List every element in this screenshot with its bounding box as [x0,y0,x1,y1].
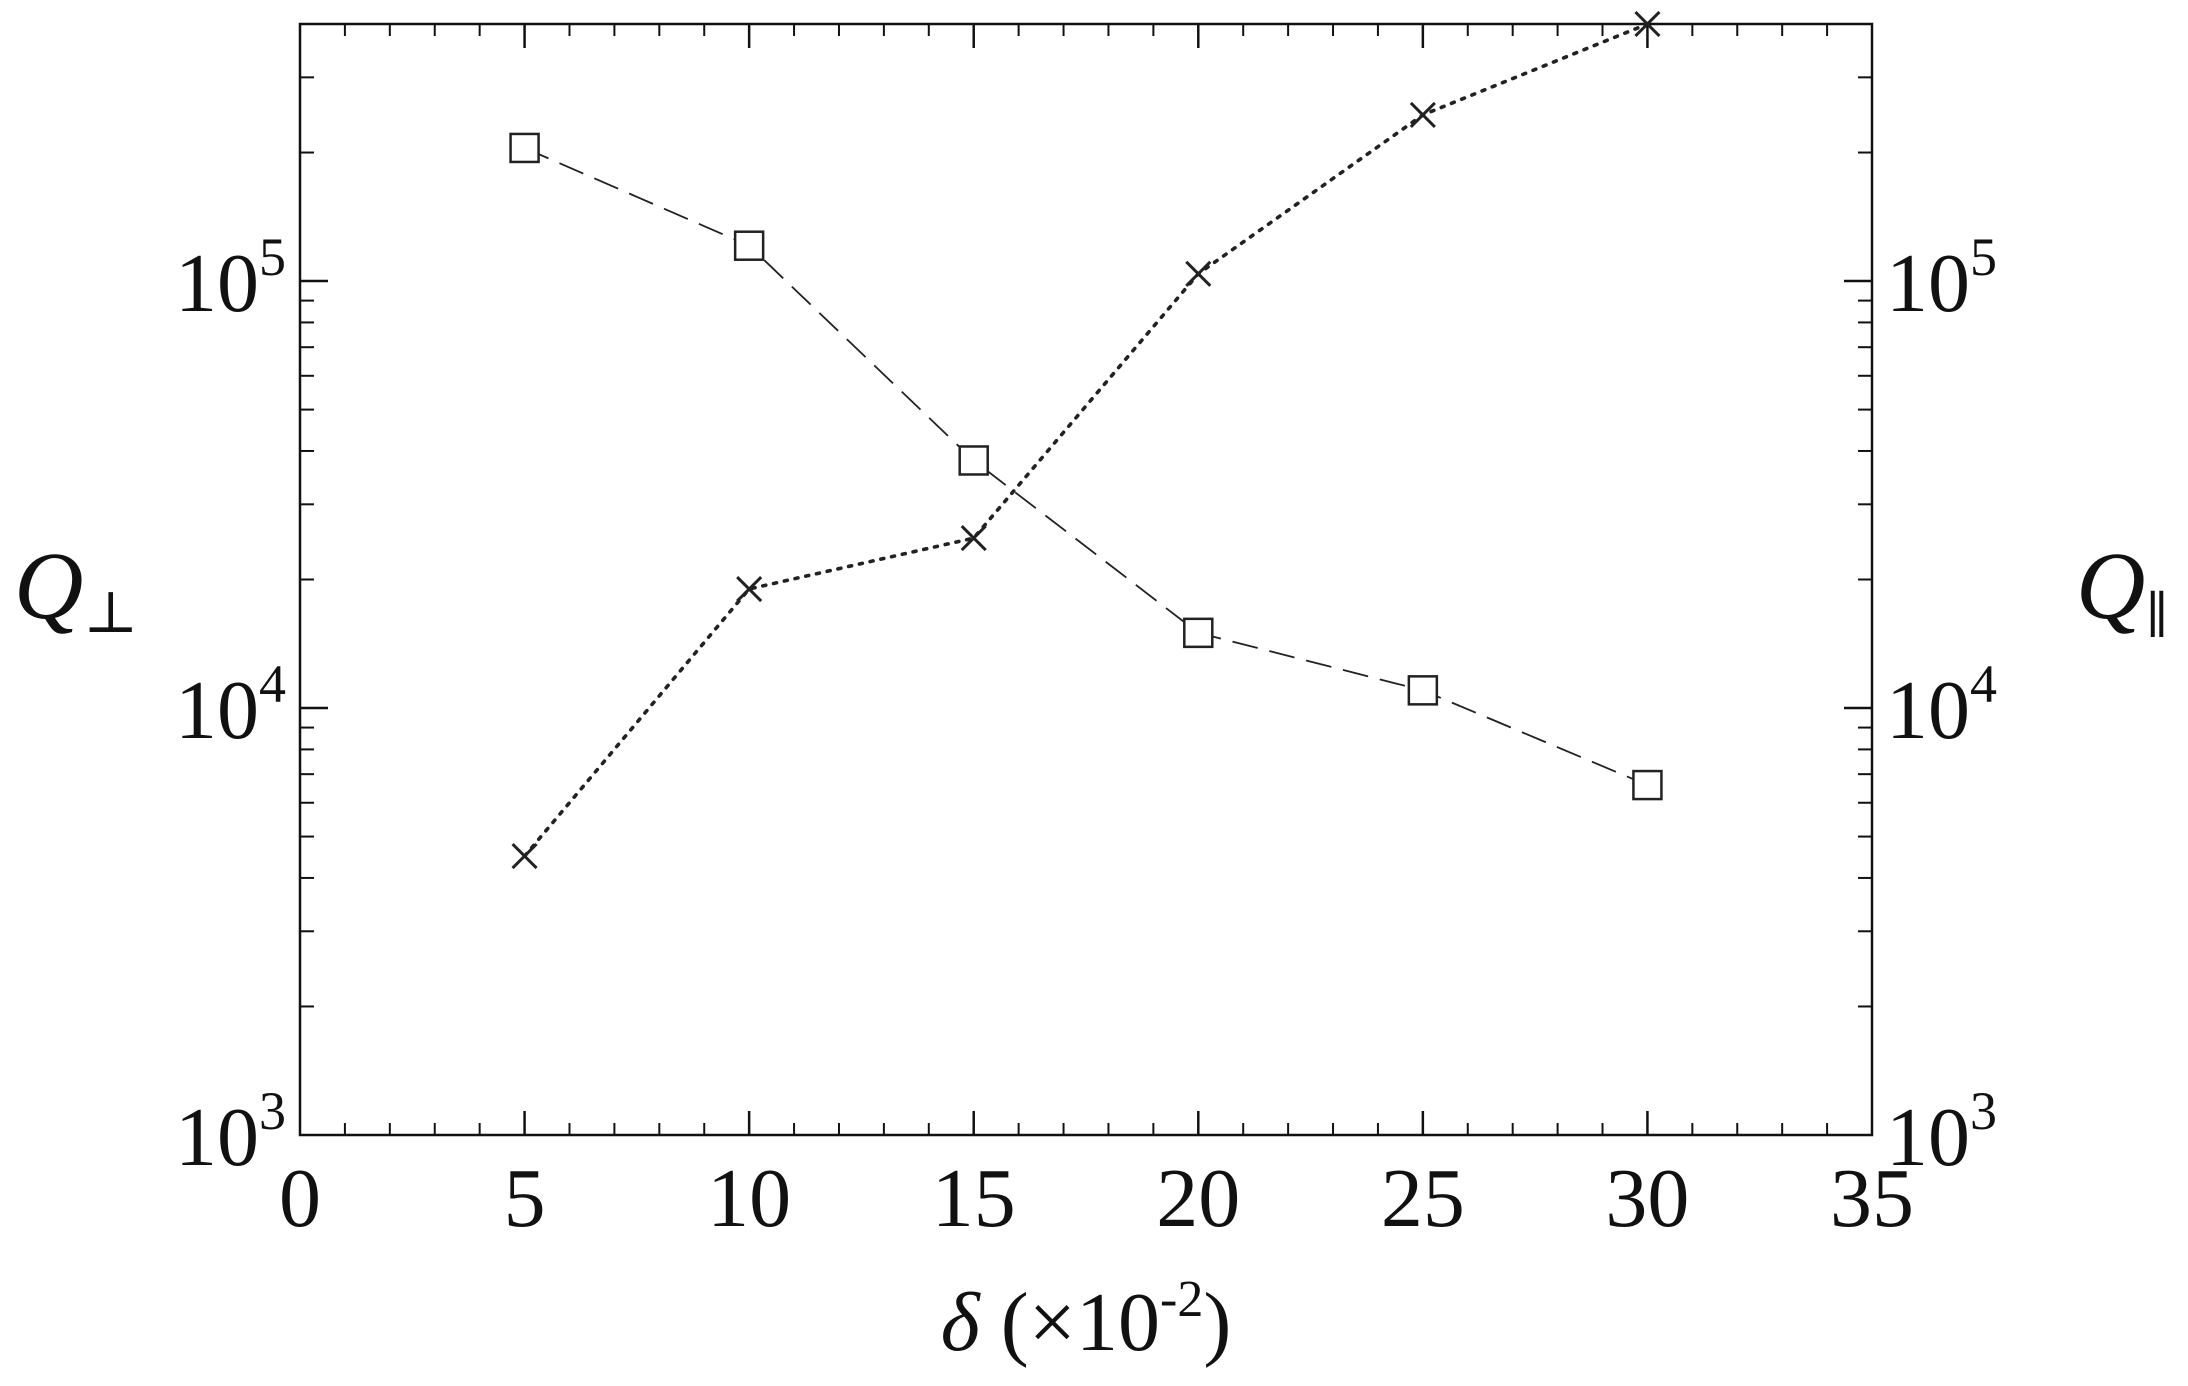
series-1-line [524,147,1648,786]
series-1-point [1407,675,1439,706]
x-tick-label: 35 [1830,1152,1914,1245]
x-tick-label: 30 [1605,1152,1689,1245]
y-left-tick-label: 103 [175,1081,286,1184]
y-right-tick-exponent: 3 [1970,1081,1997,1141]
y-right-tick-exponent: 4 [1970,654,1997,714]
y-axis-label-right-base: Q [2076,532,2145,639]
y-right-tick-label: 103 [1886,1081,1997,1184]
x-tick-label: 5 [504,1152,546,1245]
x-tick-label: 15 [932,1152,1016,1245]
x-marker-stroke [1185,260,1212,287]
y-right-tick-label: 104 [1886,654,1997,757]
series-1-point [1632,769,1663,801]
series-2-point [511,843,538,870]
series-2-line [522,22,1650,858]
x-axis-label: δ (×10-2) [941,1271,1232,1369]
y-left-tick-label: 105 [175,227,286,330]
minor-ticks [300,24,1872,1135]
y-axis-label-left-base: Q [14,532,83,639]
x-marker-stroke [511,843,538,870]
series-2-point [736,575,763,603]
x-axis-label-symbol: δ [941,1276,982,1369]
x-tick-label: 20 [1156,1152,1240,1245]
y-right-tick-base: 10 [1886,1091,1970,1184]
series-1-point [1183,617,1214,649]
y-axis-label-left: Q⊥ [14,532,138,645]
y-left-tick-base: 10 [175,237,259,330]
x-tick-labels: 0 5 10 15 20 25 30 35 [279,1152,1914,1245]
series-2-point [1409,101,1436,128]
y-right-tick-label: 105 [1886,227,1997,330]
x-tick-label: 10 [707,1152,791,1245]
y-left-tick-base: 10 [175,1091,259,1184]
x-axis-label-exponent: -2 [1160,1271,1203,1328]
y-axis-label-right: Q∥ [2076,532,2168,643]
y-left-tick-label: 104 [175,654,286,757]
major-ticks [300,24,1872,1135]
x-tick-label: 25 [1381,1152,1465,1245]
y-left-tick-base: 10 [175,664,259,757]
x-marker-stroke [736,575,763,603]
x-axis-label-text: (×10 [980,1276,1160,1369]
series-layer [509,10,1663,870]
series-2-point [1634,10,1661,38]
x-axis-label-close: ) [1203,1276,1231,1369]
x-marker-stroke [960,525,987,552]
x-marker-stroke [1409,101,1436,128]
series-1-point [958,445,989,476]
series-2-point [1185,260,1212,287]
y-left-tick-exponent: 3 [259,1081,286,1141]
x-tick-label: 0 [279,1152,321,1245]
y-right-tick-base: 10 [1886,237,1970,330]
y-right-tick-exponent: 5 [1970,227,1997,287]
y-left-tick-exponent: 4 [259,654,286,714]
x-marker-stroke [1634,10,1661,38]
series-2-point [960,525,987,552]
plot-frame [298,22,1874,1137]
series-1-point [509,132,540,164]
y-axis-label-right-subscript: ∥ [2145,587,2168,643]
y-left-tick-exponent: 5 [259,227,286,287]
y-right-tick-base: 10 [1886,664,1970,757]
series-1-point [733,230,765,261]
y-axis-label-left-subscript: ⊥ [83,580,138,645]
